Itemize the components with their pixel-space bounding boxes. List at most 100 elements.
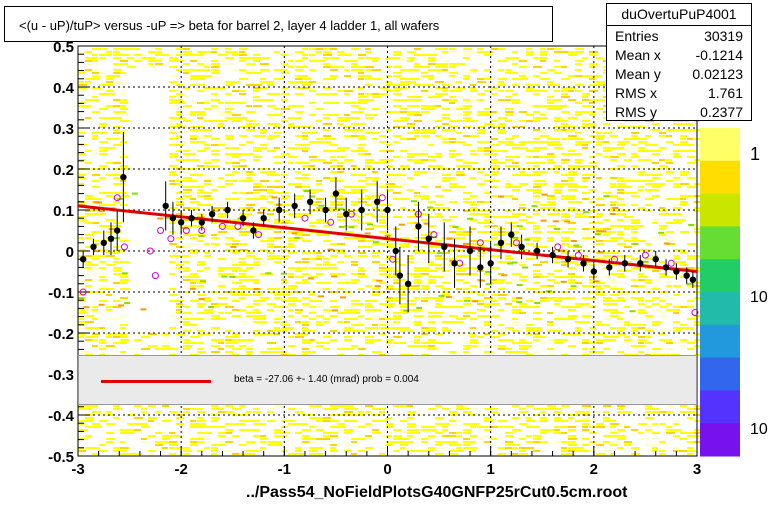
heat-cell: [505, 444, 513, 446]
x-tick-label: -3: [71, 461, 84, 478]
heat-cell: [393, 177, 402, 179]
heat-cell: [484, 210, 492, 212]
heat-cell: [680, 171, 689, 173]
heat-cell: [281, 204, 288, 206]
heat-cell: [309, 258, 316, 260]
heat-cell: [603, 132, 612, 134]
heat-cell: [351, 225, 357, 227]
heat-cell: [358, 426, 366, 428]
heat-cell: [582, 411, 589, 413]
heat-cell: [484, 147, 491, 149]
heat-cell: [365, 78, 371, 80]
heat-cell: [540, 246, 548, 248]
heat-cell: [617, 201, 625, 203]
heat-cell: [246, 252, 253, 254]
heat-cell: [302, 342, 311, 344]
heat-cell: [540, 171, 548, 173]
heat-cell: [512, 342, 519, 344]
heat-cell: [288, 270, 296, 272]
heat-cell: [253, 279, 259, 281]
heat-cell: [505, 120, 512, 122]
heat-cell: [477, 258, 486, 260]
heat-cell: [372, 318, 381, 320]
heat-cell: [386, 57, 395, 59]
heat-cell: [547, 210, 553, 212]
heat-cell: [477, 213, 485, 215]
heat-cell: [414, 69, 420, 71]
heat-cell: [484, 189, 490, 191]
heat-cell: [260, 324, 266, 326]
heat-cell: [267, 114, 273, 116]
heat-cell: [512, 444, 520, 446]
heat-cell: [407, 417, 414, 419]
heat-cell: [519, 126, 525, 128]
heat-cell: [330, 243, 338, 245]
heat-cell: [463, 78, 469, 80]
heat-cell: [393, 267, 400, 269]
heat-cell: [316, 210, 325, 212]
heat-cell: [176, 60, 183, 62]
heat-cell: [85, 426, 94, 428]
heat-cell: [218, 267, 226, 269]
heat-cell: [456, 300, 463, 302]
heat-cell: [225, 249, 231, 251]
heat-cell: [407, 285, 414, 287]
heat-cell: [505, 339, 514, 341]
heat-cell: [505, 180, 512, 182]
heat-cell: [246, 348, 253, 350]
heat-cell: [323, 258, 329, 260]
heat-cell: [323, 129, 329, 131]
heat-cell: [442, 117, 450, 119]
heat-cell: [155, 441, 161, 443]
heat-cell: [302, 63, 310, 65]
heat-cell: [540, 285, 549, 287]
heat-cell: [519, 438, 525, 440]
y-tick-label: 0.3: [53, 121, 74, 138]
heat-cell: [449, 441, 457, 443]
heat-cell: [365, 117, 374, 119]
heat-cell: [302, 234, 310, 236]
heat-cell: [512, 330, 519, 332]
heat-cell: [239, 423, 245, 425]
heat-cell: [106, 255, 115, 257]
heat-cell: [211, 222, 217, 224]
heat-cell: [351, 165, 357, 167]
heat-cell: [365, 438, 374, 440]
heat-cell: [526, 327, 533, 329]
heat-cell: [211, 48, 218, 50]
heat-cell: [323, 84, 329, 86]
heat-cell: [337, 261, 346, 263]
heat-cell: [631, 450, 637, 452]
heat-cell: [589, 189, 595, 191]
heat-cell: [274, 114, 281, 116]
profile-point: [343, 210, 350, 218]
heat-cell: [337, 273, 345, 275]
heat-cell: [435, 126, 441, 128]
heat-cell: [330, 408, 338, 410]
heat-cell: [589, 78, 595, 80]
heat-cell: [274, 258, 281, 260]
heat-cell: [260, 321, 267, 323]
color-scale-band: [700, 324, 740, 359]
heat-cell: [568, 123, 574, 125]
heat-cell: [267, 138, 273, 140]
heat-cell: [218, 294, 225, 296]
heat-cell: [267, 303, 276, 305]
heat-cell: [652, 183, 660, 185]
heat-cell: [512, 240, 521, 242]
heat-cell: [414, 96, 422, 98]
heat-cell: [260, 57, 269, 59]
heat-cell: [113, 447, 120, 449]
heat-cell: [379, 204, 387, 206]
heat-cell: [533, 171, 541, 173]
heat-cell: [400, 183, 409, 185]
heat-cell: [183, 189, 192, 191]
heat-cell: [540, 228, 546, 230]
heat-cell: [407, 153, 414, 155]
heat-cell: [141, 438, 147, 440]
heat-cell: [694, 207, 702, 209]
heat-cell: [260, 132, 266, 134]
heat-cell: [568, 429, 576, 431]
heat-cell: [631, 132, 639, 134]
heat-cell: [470, 423, 479, 425]
